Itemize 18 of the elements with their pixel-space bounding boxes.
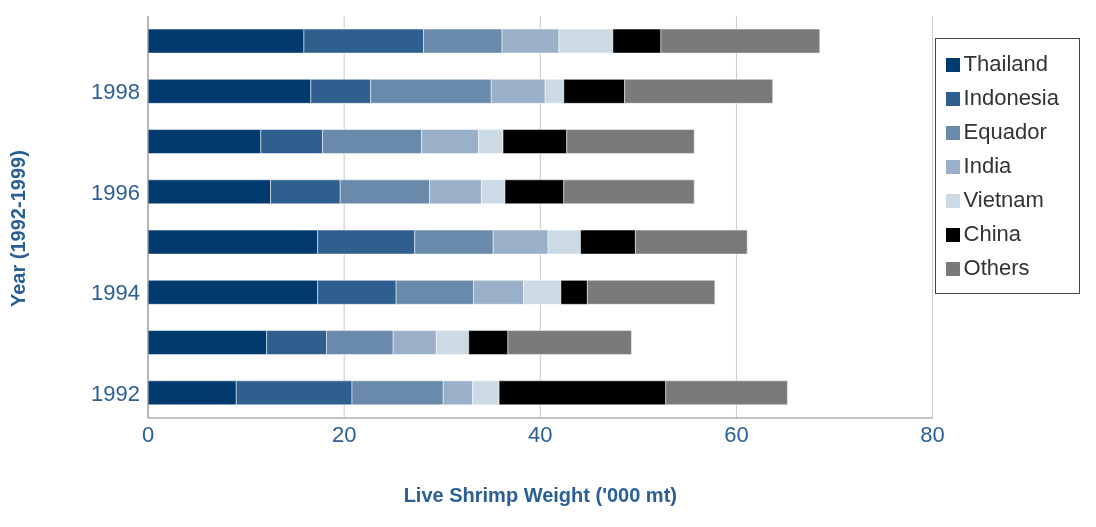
x-axis-title: Live Shrimp Weight ('000 mt) bbox=[403, 484, 677, 506]
x-tick-label: 0 bbox=[141, 421, 155, 447]
legend-label: Vietnam bbox=[963, 187, 1044, 212]
legend-label: China bbox=[963, 221, 1022, 246]
legend-label: Indonesia bbox=[963, 85, 1059, 110]
x-tick-label: 40 bbox=[528, 421, 553, 447]
x-tick-label: 60 bbox=[724, 421, 749, 447]
legend-label: Thailand bbox=[963, 51, 1048, 76]
y-axis-title: Year (1992-1999) bbox=[7, 150, 30, 307]
y-tick-label: 1992 bbox=[91, 380, 140, 406]
y-tick-label: 1996 bbox=[91, 179, 140, 205]
legend-label: Others bbox=[963, 255, 1030, 280]
x-tick-label: 80 bbox=[920, 421, 945, 447]
y-tick-label: 1994 bbox=[91, 280, 140, 306]
y-tick-label: 1998 bbox=[91, 79, 140, 105]
legend-label: India bbox=[963, 153, 1012, 178]
x-tick-label: 20 bbox=[331, 421, 357, 447]
legend-label: Equador bbox=[963, 119, 1047, 144]
